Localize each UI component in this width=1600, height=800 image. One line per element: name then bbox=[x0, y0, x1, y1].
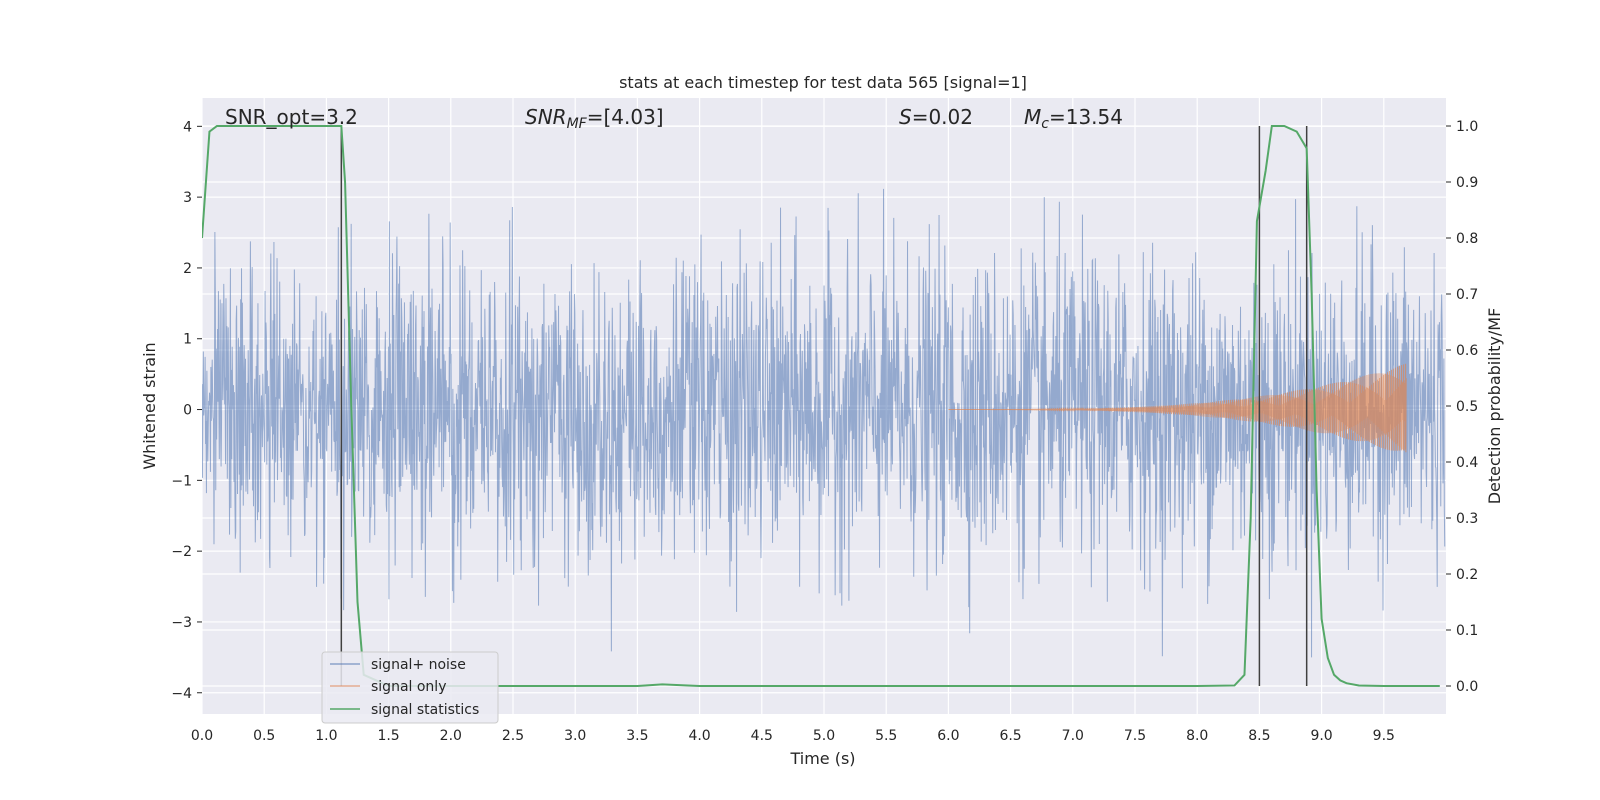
x-tick-label: 3.0 bbox=[564, 728, 586, 744]
y2-tick-label: 0.4 bbox=[1456, 455, 1478, 471]
x-tick-label: 1.0 bbox=[315, 728, 337, 744]
y2-tick-label: 1.0 bbox=[1456, 119, 1478, 135]
x-tick-label: 7.5 bbox=[1124, 728, 1146, 744]
x-tick-label: 0.5 bbox=[253, 728, 275, 744]
chirp-line bbox=[948, 363, 1407, 453]
y-tick-label: 0 bbox=[183, 403, 192, 419]
x-tick-label: 9.5 bbox=[1373, 728, 1395, 744]
y2-tick-label: 0.6 bbox=[1456, 343, 1478, 359]
annotation-s: S=0.02 bbox=[899, 105, 973, 129]
legend: signal+ noise signal only signal statist… bbox=[321, 651, 499, 724]
x-tick-label: 3.5 bbox=[626, 728, 648, 744]
x-tick-label: 4.5 bbox=[751, 728, 773, 744]
y-tick-label: 3 bbox=[183, 190, 192, 206]
annotation-mc: Mc=13.54 bbox=[1024, 105, 1123, 132]
x-tick-label: 4.0 bbox=[688, 728, 710, 744]
y-tick-label: 4 bbox=[183, 119, 192, 135]
legend-label-signal-statistics: signal statistics bbox=[371, 702, 479, 718]
x-tick-label: 7.0 bbox=[1062, 728, 1084, 744]
x-tick-label: 6.5 bbox=[999, 728, 1021, 744]
x-tick-label: 9.0 bbox=[1310, 728, 1332, 744]
y2-tick-label: 0.1 bbox=[1456, 623, 1478, 639]
y2-axis-label: Detection probability/MF bbox=[1485, 308, 1504, 505]
x-tick-label: 8.5 bbox=[1248, 728, 1270, 744]
y2-tick-label: 0.0 bbox=[1456, 679, 1478, 695]
vertical-markers bbox=[340, 126, 1308, 686]
y-axis-label: Whitened strain bbox=[140, 342, 159, 469]
x-tick-label: 6.0 bbox=[937, 728, 959, 744]
x-tick-label: 5.0 bbox=[813, 728, 835, 744]
tick-labels: 0.0 0.5 1.0 1.5 2.0 2.5 3.0 3.5 4.0 4.5 5.0 5.5 6.0 6… bbox=[171, 119, 1478, 744]
noise-line bbox=[202, 188, 1446, 658]
y-tick-label: 2 bbox=[183, 261, 192, 277]
y-tick-label: −1 bbox=[171, 473, 192, 489]
y-tick-label: −3 bbox=[171, 615, 192, 631]
series-signal-noise bbox=[202, 188, 1446, 658]
chart-title: stats at each timestep for test data 565… bbox=[619, 73, 1027, 92]
statistics-line bbox=[202, 125, 1440, 687]
annotation-snr-mf: SNRMF=[4.03] bbox=[525, 105, 664, 132]
legend-box bbox=[321, 651, 499, 724]
x-tick-label: 0.0 bbox=[191, 728, 213, 744]
series-signal-statistics bbox=[202, 125, 1440, 687]
y2-tick-label: 0.5 bbox=[1456, 399, 1478, 415]
x-tick-label: 2.5 bbox=[502, 728, 524, 744]
y2-tick-label: 0.7 bbox=[1456, 287, 1478, 303]
plot-marks bbox=[202, 125, 1446, 687]
x-tick-label: 5.5 bbox=[875, 728, 897, 744]
y-tick-label: 1 bbox=[183, 332, 192, 348]
y2-tick-label: 0.8 bbox=[1456, 231, 1478, 247]
y-tick-label: −4 bbox=[171, 686, 192, 702]
y2-tick-label: 0.3 bbox=[1456, 511, 1478, 527]
x-tick-label: 1.5 bbox=[377, 728, 399, 744]
x-tick-label: 8.0 bbox=[1186, 728, 1208, 744]
y-tick-label: −2 bbox=[171, 544, 192, 560]
x-axis-label: Time (s) bbox=[789, 749, 855, 768]
annotation-snr-opt: SNR_opt=3.2 bbox=[225, 105, 358, 129]
legend-label-signal-only: signal only bbox=[371, 679, 446, 695]
y2-tick-label: 0.2 bbox=[1456, 567, 1478, 583]
y2-tick-label: 0.9 bbox=[1456, 175, 1478, 191]
legend-label-signal-noise: signal+ noise bbox=[371, 657, 466, 673]
x-tick-label: 2.0 bbox=[440, 728, 462, 744]
series-signal-only bbox=[948, 363, 1407, 453]
